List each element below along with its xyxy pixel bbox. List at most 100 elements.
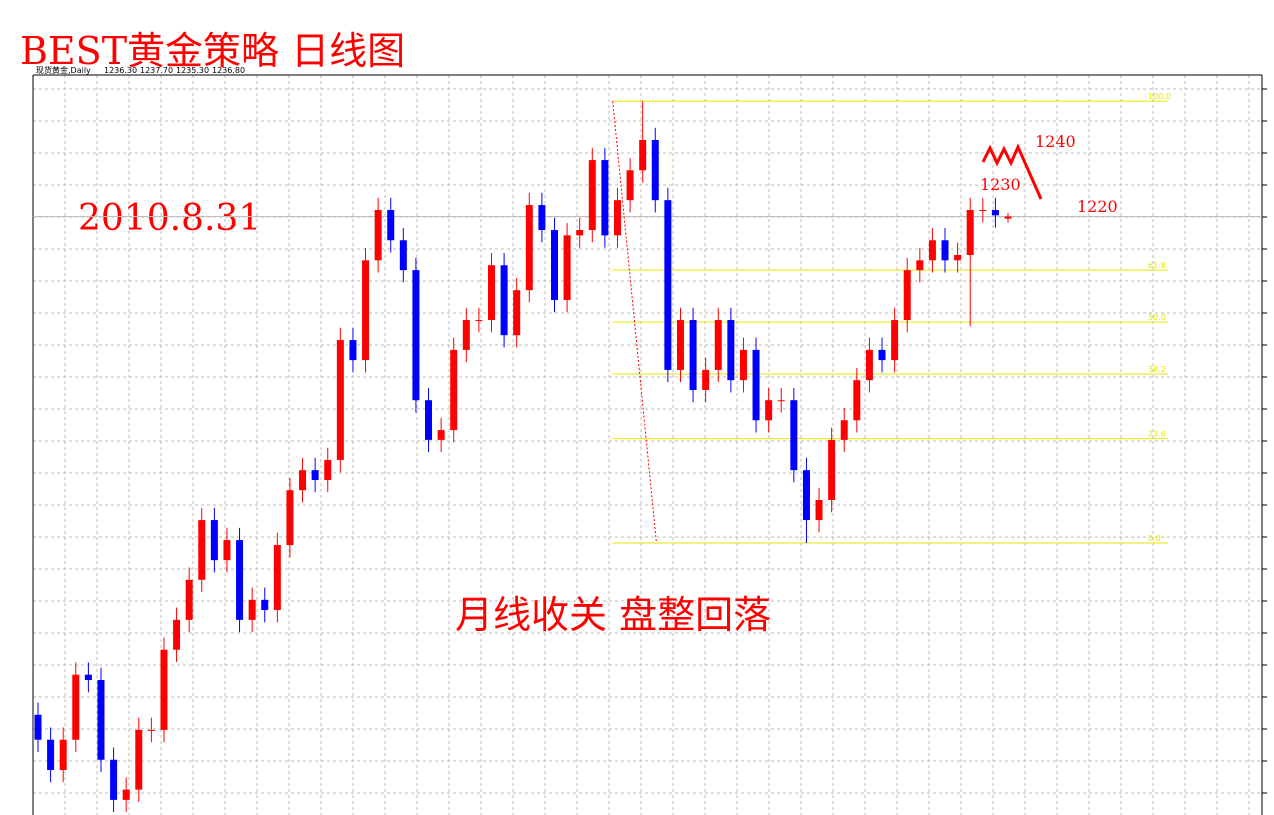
candle-body (324, 459, 332, 480)
candle-body (513, 290, 521, 336)
candle-body (550, 230, 558, 300)
candle-body (802, 470, 810, 521)
candle-body (689, 320, 697, 390)
candle-body (563, 235, 571, 300)
candle-body (110, 759, 118, 800)
ohlc-high: 1237.70 (140, 66, 173, 75)
candle-body (891, 320, 899, 361)
candle-body (500, 265, 508, 336)
candle-body (790, 400, 798, 471)
fib-label: 100.0 (1148, 92, 1171, 101)
candle-body (991, 209, 999, 216)
candle-body (853, 380, 861, 421)
title: BEST黄金策略 日线图 (20, 29, 405, 73)
candle-body (147, 729, 155, 731)
date: 2010.8.31 (78, 198, 261, 239)
candle-body (928, 240, 936, 261)
candle-body (286, 490, 294, 546)
candle-body (248, 599, 256, 620)
candle-body (47, 739, 55, 771)
candle-body (311, 470, 319, 480)
candle-body (702, 369, 710, 390)
fib-label: 38.2 (1148, 365, 1166, 374)
candle-body (815, 500, 823, 521)
candle-body (613, 200, 621, 236)
candle-body (639, 140, 647, 171)
candle-body (462, 320, 470, 350)
candle-body (387, 209, 395, 241)
candle-body (122, 789, 130, 800)
candle-body (538, 205, 546, 231)
candle-body (475, 320, 483, 322)
candle-body (664, 200, 672, 370)
annotation: 1230 (980, 175, 1021, 194)
candle-body (59, 739, 67, 771)
candle-body (739, 349, 747, 381)
candle-body (752, 349, 760, 421)
candle-body (601, 160, 609, 236)
candle-body (488, 265, 496, 321)
candle-body (261, 599, 269, 611)
annotation: 1220 (1077, 197, 1118, 216)
ohlc-low: 1235.30 (176, 66, 209, 75)
symbol: 现货黄金,Daily (36, 65, 91, 75)
annotation: 1240 (1035, 132, 1076, 151)
candle-body (210, 520, 218, 561)
candle-body (362, 260, 370, 361)
forecast-path (981, 143, 1043, 200)
candle-body (979, 209, 987, 211)
candle-body (336, 340, 344, 460)
candle-body (626, 170, 634, 201)
candle-body (765, 400, 773, 421)
candle-body (223, 540, 231, 561)
candle-body (651, 140, 659, 201)
candle-body (34, 714, 42, 740)
candle-body (412, 270, 420, 401)
candle-body (588, 160, 596, 231)
candle-body (727, 320, 735, 381)
candle-body (903, 270, 911, 321)
candle-body (198, 520, 206, 580)
candle-body (349, 340, 357, 361)
candle-body (299, 470, 307, 491)
candle-body (714, 320, 722, 370)
candle-body (676, 320, 684, 370)
candle-body (399, 240, 407, 271)
candle-body (425, 400, 433, 440)
candle-body (916, 260, 924, 271)
fib-trend (612, 101, 657, 544)
candle-body (941, 240, 949, 261)
candle-body (72, 674, 80, 740)
candle-body (236, 540, 244, 620)
fib-label: 50.0 (1148, 313, 1166, 322)
fib-label: 61.8 (1148, 261, 1166, 270)
candle-body (135, 729, 143, 790)
candle-body (1004, 216, 1012, 219)
candle-body (450, 349, 458, 431)
fib-label: 0.0 (1148, 534, 1161, 543)
candle-body (966, 209, 974, 255)
candle-body (273, 545, 281, 611)
candle-body (954, 254, 962, 261)
ohlc-close: 1236.80 (212, 66, 245, 75)
candle-body (437, 430, 445, 440)
candle-body (160, 649, 168, 730)
candle-body (97, 680, 105, 760)
candle-body (878, 349, 886, 361)
candle-body (185, 579, 193, 620)
subtitle: 月线收关 盘整回落 (455, 593, 771, 637)
candle-body (525, 205, 533, 291)
candle-body (374, 209, 382, 261)
candle-body (865, 349, 873, 381)
plot: 100.0 61.8 50.0 38.2 23.6 0.0 (33, 92, 1262, 813)
grid (33, 75, 1267, 815)
ohlc-open: 1236.30 (104, 66, 137, 75)
candle-body (173, 619, 181, 650)
fib-label: 23.6 (1148, 430, 1166, 439)
candle-body (84, 674, 92, 681)
candle-body (840, 420, 848, 440)
candle-body (828, 439, 836, 501)
candle-body (576, 230, 584, 236)
